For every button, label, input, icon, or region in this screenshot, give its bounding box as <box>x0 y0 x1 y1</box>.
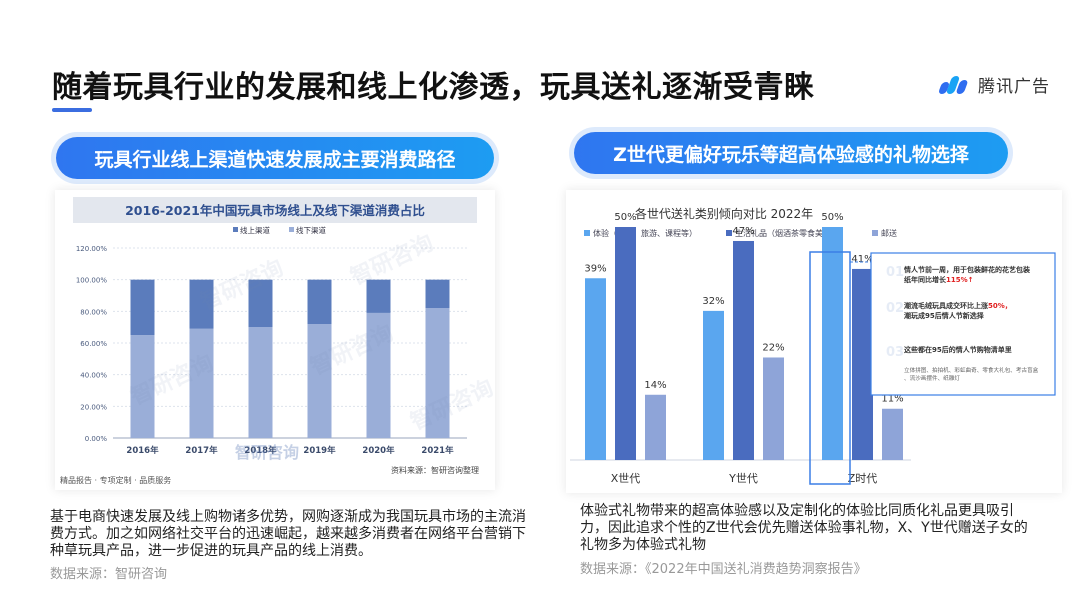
bar <box>585 278 606 460</box>
x-tick-label: 2018年 <box>244 445 277 456</box>
x-tick-label: 2017年 <box>185 445 218 456</box>
left-source: 数据来源：智研咨询 <box>50 567 168 582</box>
y-tick-label: 80.00% <box>80 308 107 316</box>
callout-text: 情人节前一周，用于包装鲜花的花艺包装纸年同比增长115%↑ <box>904 265 1030 284</box>
highlight-box <box>809 251 851 485</box>
callout-text: 潮流毛绒玩具成交环比上涨50%，潮玩成95后情人节新选择 <box>904 301 1012 320</box>
legend-label: 线上渠道 <box>240 225 270 235</box>
chart-title: 2016-2021年中国玩具市场线上及线下渠道消费占比 <box>125 203 425 218</box>
legend-swatch <box>872 230 878 236</box>
bar <box>703 310 724 460</box>
bar-offline <box>307 324 332 438</box>
legend-swatch <box>726 230 732 236</box>
x-tick-label: 2019年 <box>303 445 336 456</box>
data-label: 50% <box>614 212 636 223</box>
data-label: 50% <box>821 212 843 223</box>
left-description: 基于电商快速发展及线上购物诸多优势，网购逐渐成为我国玩具市场的主流消费方式。加之… <box>50 509 526 559</box>
callout-number: 01 <box>886 265 904 280</box>
callout-number: 03 <box>886 345 904 360</box>
bar-offline <box>366 312 391 438</box>
y-tick-label: 40.00% <box>80 372 107 380</box>
brand: 腾讯广告 <box>937 72 1050 97</box>
data-label: 14% <box>644 380 666 391</box>
x-tick-label: 2020年 <box>362 445 395 456</box>
bar-online <box>130 279 155 336</box>
chart-title-bar <box>73 197 477 223</box>
data-label: 32% <box>702 296 724 307</box>
bar <box>763 357 784 460</box>
online-offline-chart-panel: 2016-2021年中国玩具市场线上及线下渠道消费占比线上渠道 线下渠道 0.00%… <box>55 190 497 490</box>
footer-left: 精品报告 · 专项定制 · 品质服务 <box>60 475 171 485</box>
legend-label: 邮送 <box>881 228 897 238</box>
y-tick-label: 120.00% <box>76 245 107 253</box>
legend-swatch <box>289 227 294 232</box>
x-tick-label: Z时代 <box>848 472 878 485</box>
x-tick-label: X世代 <box>611 472 641 485</box>
bar-offline <box>130 335 155 438</box>
right-section-heading: Z世代更偏好玩乐等超高体验感的礼物选择 <box>574 132 1008 174</box>
y-tick-label: 20.00% <box>80 403 107 411</box>
brand-name: 腾讯广告 <box>978 77 1050 97</box>
title-underline <box>52 108 92 112</box>
generation-gift-chart-panel: 各世代送礼类别倾向对比 2022年体验（玩乐、旅游、课程等） 生活礼品（烟酒茶零食… <box>566 190 1062 493</box>
callout-box <box>870 252 1056 396</box>
bar-offline <box>189 328 214 438</box>
left-section-heading: 玩具行业线上渠道快速发展成主要消费路径 <box>56 137 494 179</box>
watermark: 智研咨询 <box>347 230 438 291</box>
page-title: 随着玩具行业的发展和线上化渗透，玩具送礼逐渐受青睐 <box>52 70 815 105</box>
bar-online <box>189 279 214 329</box>
x-tick-label: 2016年 <box>126 445 159 456</box>
watermark: 智研咨询 <box>407 375 495 436</box>
legend-label: 线下渠道 <box>296 225 326 235</box>
right-description: 体验式礼物带来的超高体验感以及定制化的体验比同质化礼品更具吸引力，因此追求个性的… <box>580 503 1028 553</box>
data-label: 39% <box>584 263 606 274</box>
bar-offline <box>248 327 273 438</box>
data-label: 41% <box>851 254 873 265</box>
y-tick-label: 100.00% <box>76 277 107 285</box>
callout-subtext: 立体拼图、拍拍机、彩虹曲奇、零食大礼包、考古盲盒、流沙画摆件、纸雕灯 <box>904 366 1039 382</box>
tencent-ads-logo-icon <box>937 74 970 96</box>
bar <box>822 227 843 460</box>
chart-title: 各世代送礼类别倾向对比 2022年 <box>635 206 813 221</box>
bar <box>882 408 903 460</box>
data-label: 11% <box>881 394 903 405</box>
bar-online <box>307 279 332 324</box>
x-tick-label: Y世代 <box>728 472 758 485</box>
bar-offline <box>425 308 450 438</box>
x-tick-label: 2021年 <box>421 445 454 456</box>
watermark: 智研咨询 <box>235 443 299 462</box>
data-label: 22% <box>762 342 784 353</box>
footer-right: 资料来源：智研咨询整理 <box>391 465 479 475</box>
bar <box>733 240 754 460</box>
right-source: 数据来源：《2022年中国送礼消费趋势洞察报告》 <box>580 562 867 577</box>
callout-number: 02 <box>886 301 904 316</box>
bar <box>615 227 636 460</box>
legend-label: 生活礼品（烟酒茶零食美妆等） <box>735 228 847 238</box>
y-tick-label: 60.00% <box>80 340 107 348</box>
data-label: 47% <box>732 226 754 237</box>
bar <box>645 394 666 460</box>
bar <box>852 268 873 460</box>
legend-swatch <box>584 230 590 236</box>
callout-text: 这些都在95后的情人节购物清单里 <box>904 345 1012 354</box>
legend-label: 体验（玩乐、旅游、课程等） <box>593 228 697 238</box>
bar-online <box>248 279 273 328</box>
bar-online <box>425 279 450 309</box>
legend-swatch <box>233 227 238 232</box>
y-tick-label: 0.00% <box>85 435 108 443</box>
bar-online <box>366 279 391 313</box>
